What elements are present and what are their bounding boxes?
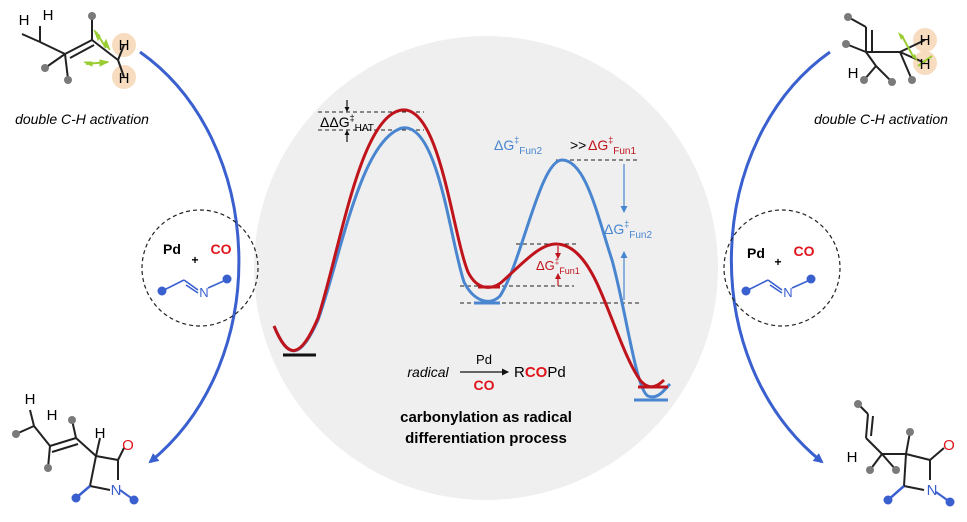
left-product-h1: H — [25, 391, 36, 408]
left-caption: double C-H activation — [15, 111, 149, 127]
left-cycle-arrow — [139, 50, 241, 464]
left-product-h3: H — [95, 425, 106, 442]
blue-energy-curve — [272, 126, 672, 399]
red-energy-curve — [272, 108, 666, 389]
product-rcopd: RCOPd — [514, 364, 566, 381]
right-product: H O N — [847, 400, 955, 507]
right-substrate-h3: H — [920, 56, 931, 73]
right-product-h1: H — [847, 449, 858, 466]
reactant-radical: radical — [407, 364, 449, 380]
left-substrate-h2: H — [43, 7, 54, 24]
right-n-label: N — [783, 285, 792, 300]
right-catalyst: Pd + CO N — [723, 209, 841, 327]
right-plus-label: + — [774, 255, 781, 269]
right-product-o: O — [943, 437, 955, 454]
dg-fun1-compare-label: ΔG‡Fun1 — [588, 135, 636, 157]
reaction-scheme: radical Pd CO RCOPd — [407, 352, 565, 393]
right-substrate-h2: H — [920, 32, 931, 49]
right-substrate-h1: H — [848, 65, 859, 82]
conclusion-line2: differentiation process — [405, 430, 567, 447]
left-product-o: O — [122, 437, 134, 454]
reagent-pd: Pd — [476, 352, 492, 367]
left-product-n: N — [111, 482, 122, 499]
left-plus-label: + — [191, 253, 198, 267]
conclusion: carbonylation as radical differentiation… — [400, 409, 572, 447]
left-substrate-h3: H — [119, 37, 130, 54]
right-product-n: N — [927, 482, 938, 499]
left-co-label: CO — [211, 241, 232, 257]
right-panel: H H H double C-H activation Pd + CO N — [723, 13, 955, 507]
background-circle — [254, 36, 718, 500]
left-substrate-h4: H — [119, 70, 130, 87]
left-pd-label: Pd — [163, 241, 181, 257]
right-cycle-arrow — [730, 50, 831, 464]
conclusion-line1: carbonylation as radical — [400, 409, 572, 426]
left-catalyst: Pd + CO N — [141, 209, 259, 327]
left-substrate-h1: H — [19, 12, 30, 29]
right-substrate: H H H — [842, 13, 937, 86]
right-caption: double C-H activation — [814, 111, 948, 127]
left-product: H H H O N — [12, 391, 139, 505]
right-pd-label: Pd — [747, 245, 765, 261]
dg-fun2-label: ΔG‡Fun2 — [604, 219, 652, 241]
left-product-h2: H — [47, 407, 58, 424]
ddg-hat-label: ΔΔG‡HAT — [320, 113, 374, 134]
left-n-label: N — [199, 285, 208, 300]
dg-fun1-label: ΔG‡Fun1 — [536, 257, 580, 276]
left-panel: H H H H double C-H activation Pd + CO N — [12, 7, 259, 505]
reagent-co: CO — [474, 377, 495, 393]
left-substrate: H H H H — [19, 7, 136, 89]
comparison-operator: >> — [570, 137, 586, 153]
dg-fun2-compare-label: ΔG‡Fun2 — [494, 135, 542, 157]
energy-diagram: ΔΔG‡HAT ΔG‡Fun2 >> ΔG‡Fun1 ΔG‡Fun2 ΔG‡Fu… — [272, 100, 672, 402]
right-co-label: CO — [794, 243, 815, 259]
